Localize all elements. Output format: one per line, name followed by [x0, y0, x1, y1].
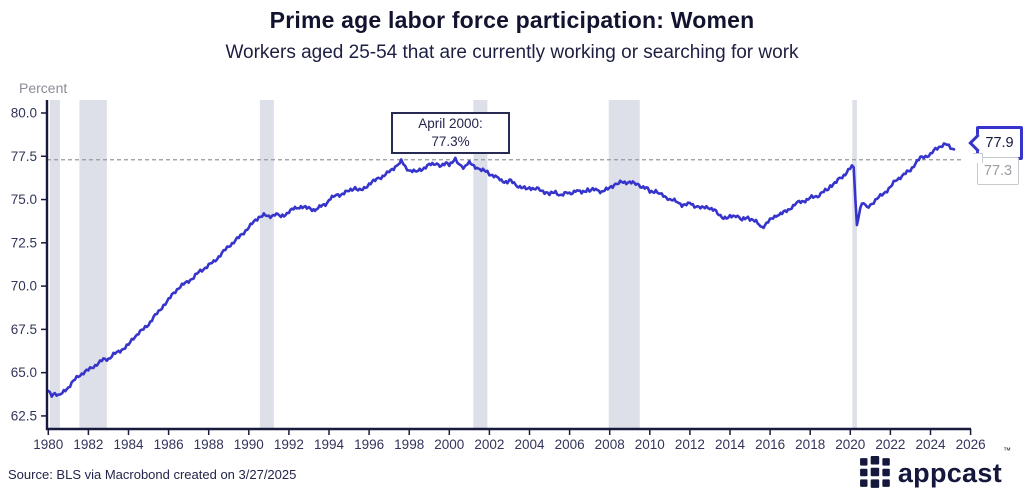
- x-axis-tick-label: 2012: [675, 437, 705, 452]
- x-axis-tick-label: 1980: [33, 437, 63, 452]
- x-axis-tick-label: 1990: [234, 437, 264, 452]
- y-axis-tick-label: 67.5: [11, 322, 37, 337]
- x-axis-tick-label: 2026: [956, 437, 986, 452]
- x-axis-tick-label: 1992: [274, 437, 304, 452]
- x-axis-tick-label: 2006: [555, 437, 585, 452]
- x-axis-tick-label: 1988: [194, 437, 224, 452]
- x-axis-tick-label: 2022: [875, 437, 905, 452]
- y-axis-tick-label: 65.0: [11, 365, 37, 380]
- latest-value-callout: 77.9: [976, 126, 1023, 160]
- y-axis-tick-label: 62.5: [11, 408, 37, 423]
- recession-band: [259, 100, 274, 428]
- x-axis-tick-label: 2008: [595, 437, 625, 452]
- reference-value-label: 77.3: [983, 163, 1013, 179]
- x-axis-tick-label: 1996: [354, 437, 384, 452]
- appcast-logo-text: appcast: [897, 457, 1002, 488]
- x-axis-tick-label: 1986: [154, 437, 184, 452]
- x-axis-tick-label: 2004: [514, 437, 545, 452]
- y-axis-tick-label: 70.0: [11, 279, 37, 294]
- appcast-logo-icon: [859, 456, 890, 488]
- x-axis-tick-label: 2018: [795, 437, 825, 452]
- y-axis-tick-label: 77.5: [11, 149, 37, 164]
- participation-rate-line: [47, 142, 956, 398]
- x-axis-tick-label: 1994: [314, 437, 345, 452]
- annotation-line1: April 2000:: [418, 115, 483, 131]
- recession-band: [608, 100, 640, 428]
- y-axis-tick-label: 80.0: [11, 106, 37, 121]
- y-axis-tick-label: 72.5: [11, 235, 37, 250]
- x-axis-tick-label: 1982: [73, 437, 103, 452]
- page-title: Prime age labor force participation: Wom…: [269, 7, 755, 33]
- x-axis-tick-label: 2010: [635, 437, 665, 452]
- reference-value-callout: 77.3: [977, 157, 1019, 185]
- recession-band: [49, 100, 60, 428]
- y-axis-unit-label: Percent: [19, 80, 68, 96]
- annotation-april-2000: April 2000: 77.3%: [391, 112, 510, 154]
- appcast-logo: appcast™: [859, 446, 1011, 490]
- trademark-symbol: ™: [1003, 445, 1011, 455]
- x-axis-tick-label: 2020: [835, 437, 865, 452]
- source-note: Source: BLS via Macrobond created on 3/2…: [8, 467, 297, 482]
- x-axis-tick-label: 2002: [474, 437, 504, 452]
- x-axis-tick-label: 2014: [715, 437, 746, 452]
- y-axis-tick-label: 75.0: [11, 192, 37, 207]
- latest-value-label: 77.9: [985, 135, 1014, 151]
- x-axis-tick-label: 1998: [394, 437, 424, 452]
- recession-band: [852, 100, 857, 428]
- x-axis-tick-label: 2024: [915, 437, 946, 452]
- annotation-line2: 77.3%: [431, 134, 470, 149]
- recession-band: [473, 100, 488, 428]
- page-subtitle: Workers aged 25-54 that are currently wo…: [225, 42, 799, 63]
- x-axis-tick-label: 1984: [113, 437, 144, 452]
- x-axis-tick-label: 2000: [434, 437, 464, 452]
- recession-band: [79, 100, 107, 428]
- x-axis-tick-label: 2016: [755, 437, 785, 452]
